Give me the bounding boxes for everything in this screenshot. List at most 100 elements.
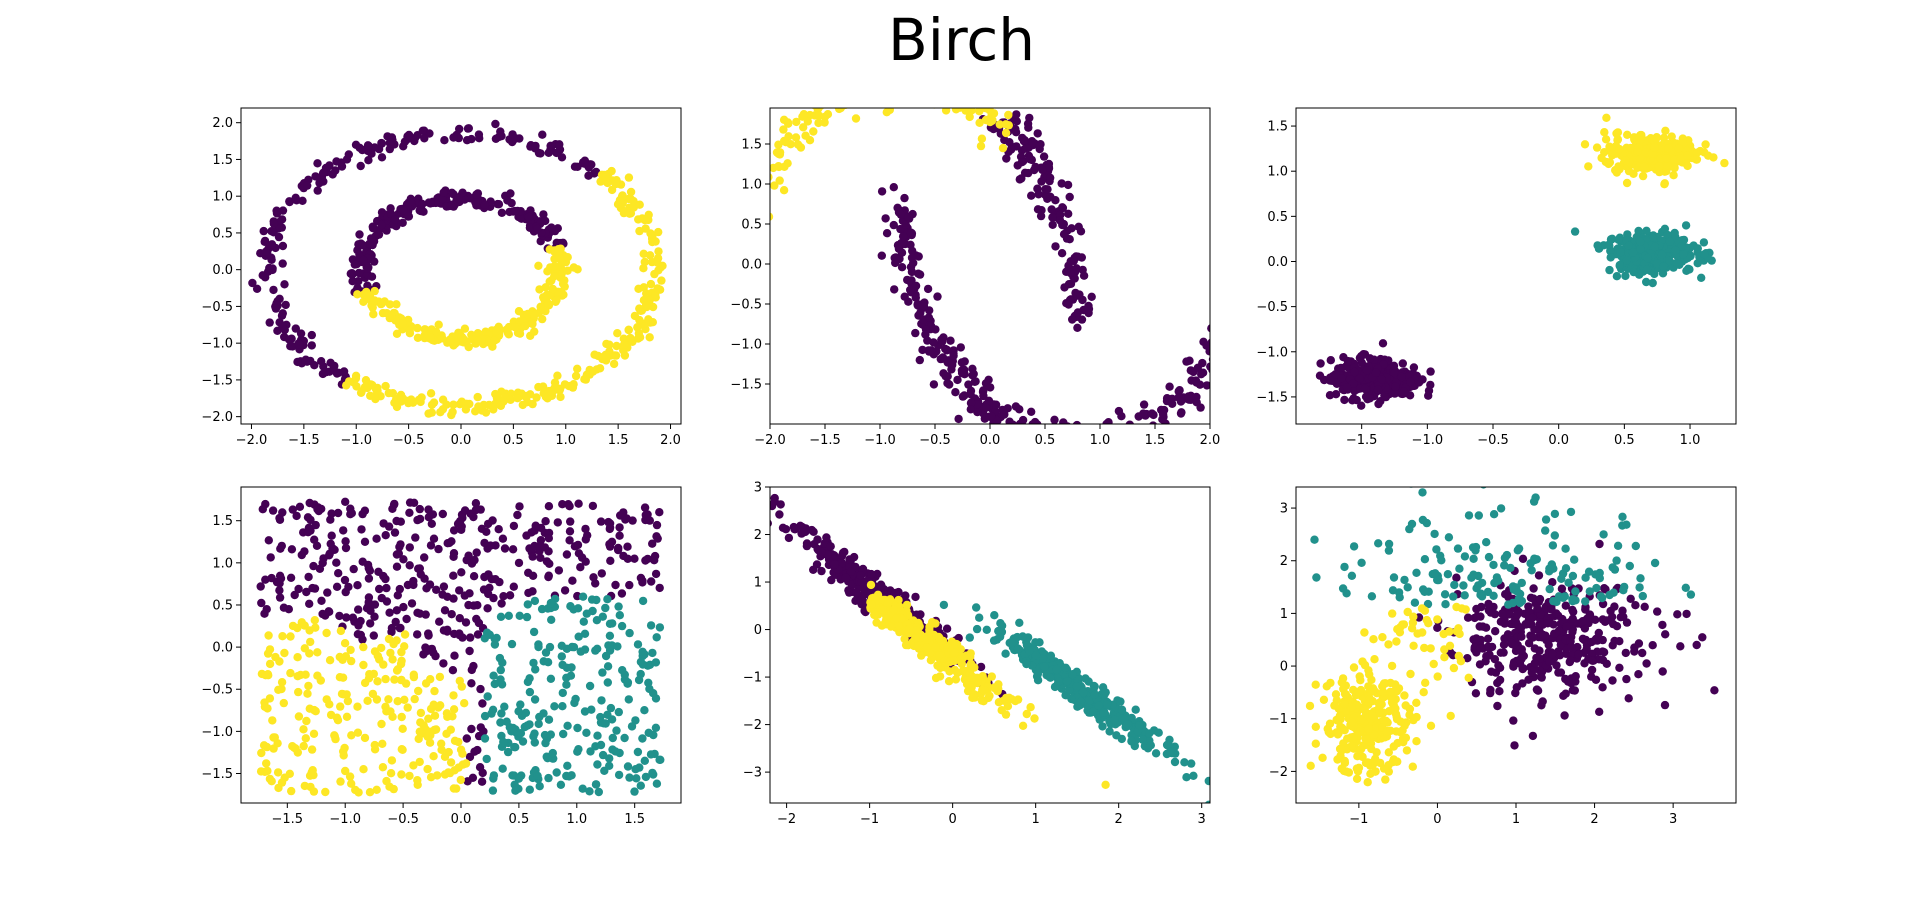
scatter-point [278, 206, 288, 215]
scatter-point [346, 510, 355, 519]
scatter-point [580, 645, 590, 654]
scatter-point [336, 777, 345, 786]
scatter-point [607, 185, 617, 195]
scatter-point [555, 140, 564, 149]
scatter-point [1251, 209, 1259, 217]
scatter-point [477, 777, 487, 786]
scatter-point [495, 653, 505, 663]
scatter-point [1125, 420, 1134, 424]
scatter-point [1640, 602, 1649, 611]
scatter-point [538, 382, 548, 391]
scatter-point [851, 596, 860, 605]
scatter-point [891, 258, 900, 268]
scatter-point [1057, 249, 1067, 258]
scatter-point [390, 528, 400, 537]
scatter-point [340, 575, 350, 585]
scatter-point [375, 584, 384, 594]
scatter-point [513, 510, 522, 520]
x-tick-label: −1 [860, 812, 879, 827]
scatter-point [889, 183, 898, 192]
scatter-point [1391, 382, 1400, 391]
scatter-point [1658, 667, 1667, 676]
scatter-point [625, 773, 634, 782]
scatter-point [563, 761, 572, 770]
scatter-point [911, 281, 921, 290]
scatter-point [1104, 451, 1112, 459]
scatter-point [491, 134, 501, 143]
scatter-point [507, 639, 517, 649]
scatter-point [1033, 129, 1042, 138]
scatter-point [732, 232, 740, 240]
scatter-point [573, 540, 583, 550]
scatter-point [1068, 670, 1077, 679]
scatter-point [731, 267, 739, 275]
scatter-point [511, 743, 520, 752]
scatter-point [321, 787, 330, 797]
scatter-point [944, 677, 954, 686]
scatter-point [516, 700, 525, 709]
scatter-point [732, 267, 740, 275]
scatter-point [1001, 128, 1011, 138]
scatter-point [1059, 442, 1067, 450]
scatter-point [429, 648, 438, 657]
scatter-point [706, 281, 714, 289]
scatter-point [914, 90, 922, 98]
scatter-point [504, 611, 513, 620]
scatter-point [1057, 450, 1065, 458]
scatter-point [1253, 287, 1261, 295]
scatter-point [1076, 697, 1086, 707]
scatter-point [1064, 300, 1073, 309]
scatter-point [1230, 253, 1238, 261]
scatter-point [397, 770, 406, 779]
scatter-point [1222, 283, 1230, 291]
scatter-point [922, 96, 930, 104]
scatter-point [866, 580, 876, 590]
scatter-point [423, 764, 432, 774]
scatter-point [332, 157, 341, 166]
scatter-point [826, 542, 835, 551]
scatter-point [937, 98, 945, 106]
scatter-points [256, 497, 665, 797]
scatter-point [536, 553, 545, 562]
scatter-point [345, 772, 355, 781]
scatter-point [605, 761, 614, 770]
scatter-point [528, 319, 537, 329]
scatter-point [353, 630, 363, 639]
scatter-point [436, 408, 445, 417]
scatter-point [1642, 265, 1652, 274]
scatter-point [485, 630, 494, 639]
scatter-point [987, 111, 996, 121]
scatter-point [612, 726, 621, 735]
scatter-point [397, 712, 406, 722]
scatter-point [417, 393, 426, 402]
scatter-point [1660, 700, 1670, 710]
scatter-point [1196, 403, 1205, 412]
scatter-point [1660, 224, 1670, 233]
scatter-point [607, 166, 616, 176]
scatter-point [359, 290, 368, 299]
scatter-point [1025, 113, 1034, 123]
scatter-point [385, 608, 394, 617]
x-tick-label: 1.5 [1145, 433, 1166, 448]
scatter-point [554, 246, 563, 256]
scatter-point [639, 283, 648, 292]
scatter-point [1653, 607, 1662, 616]
x-tick-label: −0.5 [919, 433, 951, 448]
scatter-point [1477, 602, 1486, 612]
scatter-point [650, 556, 659, 565]
scatter-point [1240, 209, 1248, 217]
scatter-point [1055, 659, 1064, 668]
scatter-point [1101, 688, 1110, 697]
scatter-point [437, 745, 446, 754]
scatter-point [1674, 144, 1684, 153]
scatter-point [440, 136, 449, 145]
scatter-point [652, 520, 662, 530]
y-tick-label: −2 [743, 718, 762, 733]
scatter-point [1071, 433, 1079, 441]
scatter-point [405, 508, 414, 517]
scatter-point [313, 648, 322, 657]
scatter-point [737, 319, 745, 327]
scatter-point [1241, 229, 1249, 237]
scatter-point [591, 780, 601, 789]
scatter-point [809, 127, 818, 136]
